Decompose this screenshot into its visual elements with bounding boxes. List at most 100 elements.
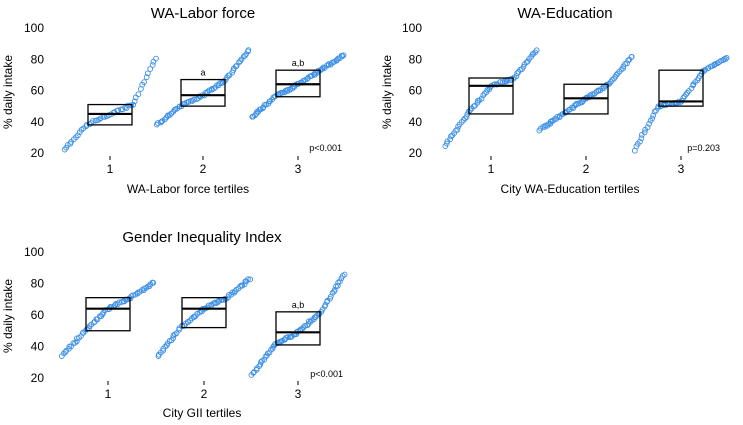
data-point [651, 108, 658, 115]
data-point [99, 311, 106, 318]
box-iqr [468, 77, 514, 115]
data-point [620, 65, 626, 72]
data-point [514, 70, 521, 77]
data-point [508, 75, 515, 82]
y-tick-label: 80 [31, 277, 45, 291]
data-point [144, 70, 151, 77]
data-point [302, 322, 308, 329]
x-tick-label: 1 [107, 162, 114, 176]
data-point [74, 335, 80, 342]
data-point [698, 71, 705, 77]
y-tick-label: 40 [409, 115, 423, 129]
y-tick-label: 20 [31, 371, 45, 385]
data-point [162, 116, 168, 123]
data-point [649, 115, 656, 122]
y-tick-label: 100 [24, 245, 44, 259]
data-point [245, 276, 251, 283]
data-point [650, 112, 657, 119]
data-point [143, 284, 150, 291]
data-point [215, 298, 222, 304]
data-point [454, 126, 461, 133]
y-tick-label: 100 [24, 21, 44, 35]
y-tick-label: 20 [31, 146, 45, 160]
data-point [286, 87, 293, 93]
data-point [550, 117, 556, 124]
data-point [613, 71, 620, 78]
panel-gender-inequality-index: Gender Inequality Index % daily intake C… [1, 229, 348, 420]
data-point [554, 113, 561, 120]
data-point [245, 47, 252, 53]
y-tick-label: 80 [31, 52, 45, 66]
data-point [75, 132, 81, 139]
p-value-label: p<0.001 [309, 143, 342, 153]
x-axis-label: City GII tertiles [163, 406, 242, 420]
panel-wa-education: WA-Education % daily intake City WA-Educ… [380, 5, 730, 196]
data-point [641, 129, 648, 136]
data-point [340, 52, 347, 59]
data-point [573, 100, 580, 107]
data-point [628, 53, 635, 60]
data-point [166, 112, 173, 118]
x-tick-label: 3 [295, 387, 302, 401]
data-point [112, 302, 118, 308]
data-point [644, 124, 651, 131]
data-point [311, 71, 317, 77]
panel-wa-labor-force: WA-Labor force % daily intake WA-Labor f… [1, 5, 347, 196]
data-point [463, 114, 470, 120]
data-point [247, 276, 254, 283]
data-point [638, 135, 645, 142]
y-axis-label: % daily intake [380, 55, 394, 129]
y-tick-label: 100 [402, 21, 422, 35]
data-point [73, 134, 79, 141]
data-point [150, 58, 157, 65]
x-axis-label: WA-Labor force tertiles [127, 182, 249, 196]
data-point [520, 64, 527, 70]
chart-title: WA-Labor force [151, 5, 255, 22]
data-point [143, 74, 150, 80]
data-point [284, 86, 291, 93]
significance-annotation: a [200, 68, 205, 78]
data-point [335, 279, 342, 286]
data-point [614, 70, 621, 77]
chart-title: Gender Inequality Index [122, 229, 282, 246]
data-point [503, 78, 510, 85]
data-point [443, 140, 450, 147]
data-point [154, 120, 161, 126]
data-point [131, 98, 138, 105]
data-point [646, 120, 652, 127]
data-point [341, 271, 348, 278]
y-axis-label: % daily intake [1, 279, 15, 353]
x-axis-label: City WA-Education tertiles [501, 182, 640, 196]
data-point [325, 61, 332, 67]
data-point [637, 138, 643, 145]
data-point [86, 323, 93, 330]
p-value-label: p=0.203 [687, 143, 720, 153]
data-point [100, 310, 107, 316]
data-point [257, 361, 264, 368]
data-point [261, 356, 268, 363]
data-point [448, 133, 454, 140]
x-tick-label: 3 [678, 162, 685, 176]
box-iqr [181, 297, 227, 329]
y-axis-label: % daily intake [1, 55, 15, 129]
x-tick-label: 2 [200, 162, 207, 176]
data-point [250, 370, 257, 376]
data-point [150, 279, 157, 286]
data-point [339, 53, 346, 60]
data-point [206, 87, 213, 94]
y-tick-label: 20 [409, 146, 423, 160]
data-point [578, 99, 585, 106]
x-tick-label: 3 [295, 162, 302, 176]
data-point [334, 56, 340, 63]
box-iqr [658, 69, 704, 107]
y-tick-label: 60 [31, 84, 45, 98]
box-iqr [85, 297, 131, 332]
data-point [232, 63, 239, 70]
data-point [723, 54, 730, 61]
data-point [211, 85, 217, 92]
data-point [334, 282, 341, 289]
significance-annotation: a,b [292, 58, 305, 68]
x-tick-label: 1 [488, 162, 495, 176]
data-point [135, 91, 142, 98]
